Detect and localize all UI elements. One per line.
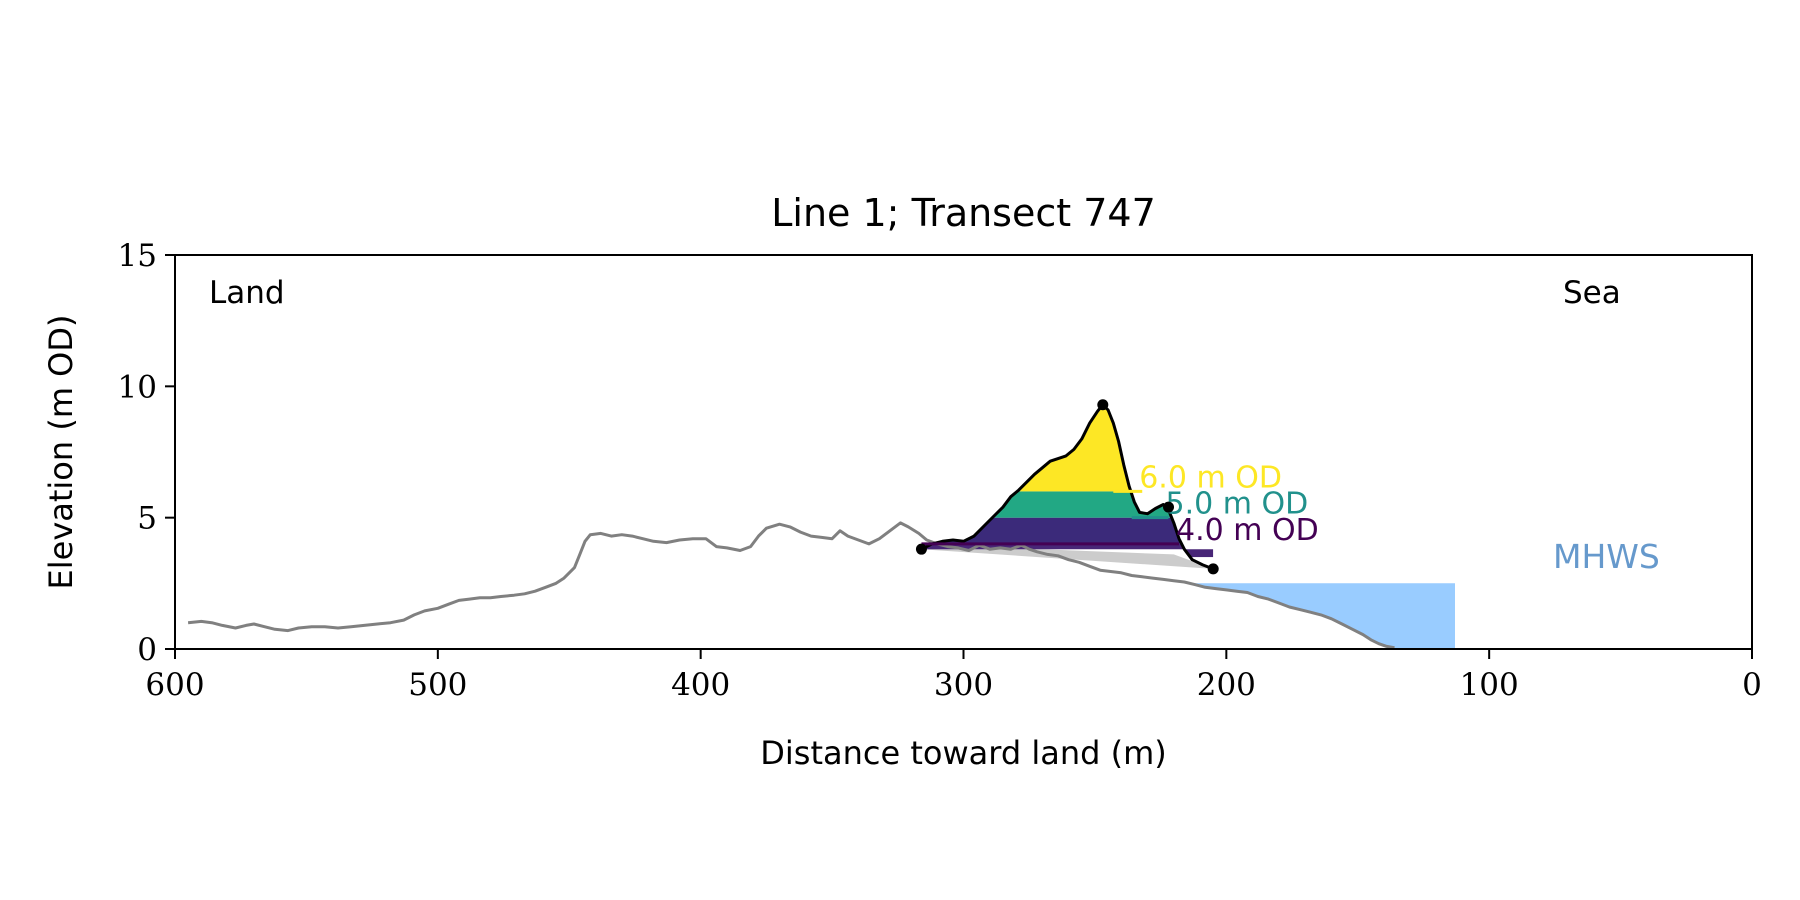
y-tick-label: 5 bbox=[137, 501, 157, 537]
level-label: 4.0 m OD bbox=[1176, 513, 1319, 548]
level-lines: 4.0 m OD5.0 m OD6.0 m OD bbox=[921, 460, 1319, 548]
land-label: Land bbox=[209, 275, 285, 311]
plot-frame bbox=[174, 254, 1753, 650]
x-tick-label: 500 bbox=[408, 667, 467, 703]
profile-line bbox=[187, 521, 1395, 650]
x-tick-label: 400 bbox=[671, 667, 730, 703]
dune-heel-base-marker bbox=[1207, 563, 1219, 575]
y-tick-label: 0 bbox=[137, 632, 157, 668]
y-axis-ticks: 0 5 10 15 bbox=[118, 238, 175, 668]
x-tick-label: 100 bbox=[1460, 667, 1519, 703]
dune-heel-marker bbox=[1163, 501, 1175, 513]
dune-toe-marker bbox=[915, 543, 927, 555]
marker-layer bbox=[915, 399, 1219, 575]
x-tick-label: 600 bbox=[145, 667, 204, 703]
x-axis-ticks: 600 500 400 300 200 100 0 bbox=[145, 649, 1762, 703]
x-tick-label: 0 bbox=[1742, 667, 1762, 703]
plot-area: 4.0 m OD5.0 m OD6.0 m OD bbox=[174, 254, 1753, 650]
y-tick-label: 10 bbox=[118, 369, 157, 405]
chart-title: Line 1; Transect 747 bbox=[771, 191, 1156, 235]
x-tick-label: 200 bbox=[1197, 667, 1256, 703]
sea-label: Sea bbox=[1563, 275, 1621, 311]
y-axis-label: Elevation (m OD) bbox=[42, 315, 80, 590]
level-label: 6.0 m OD bbox=[1139, 460, 1282, 495]
dune-crest-marker bbox=[1097, 399, 1109, 411]
level-label: 5.0 m OD bbox=[1166, 487, 1309, 522]
x-axis-label: Distance toward land (m) bbox=[760, 734, 1166, 772]
y-tick-label: 15 bbox=[118, 238, 157, 274]
mhws-label: MHWS bbox=[1553, 537, 1660, 576]
x-tick-label: 300 bbox=[934, 667, 993, 703]
